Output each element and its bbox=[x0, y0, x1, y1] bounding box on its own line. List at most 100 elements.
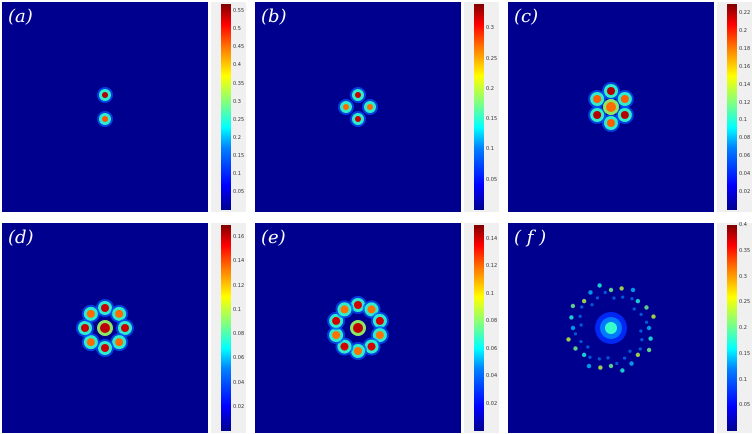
heatmap-svg bbox=[97, 87, 113, 127]
ring-speckle bbox=[581, 352, 587, 358]
ring-speckle bbox=[570, 303, 576, 309]
colorbar-tick-label: 0.25 bbox=[486, 55, 498, 62]
heatmap-panel-a: (a) 0.55 0.5 0.45 0.4 0.35 0.3 0.25 0.2 0.15 0.1 0… bbox=[2, 2, 246, 212]
colorbar bbox=[727, 225, 737, 431]
colorbar-tick-label: 0.12 bbox=[739, 99, 751, 106]
colorbar-tick-label: 0.08 bbox=[739, 135, 751, 142]
ring-speckle bbox=[586, 345, 590, 349]
colorbar-ticks: 0.3 0.25 0.2 0.15 0.1 0.05 bbox=[486, 4, 500, 210]
ring-speckle bbox=[646, 347, 652, 353]
lobe-core bbox=[121, 324, 129, 332]
ring-speckle bbox=[590, 303, 594, 307]
ring-speckle bbox=[588, 290, 593, 295]
ring-speckle bbox=[579, 339, 583, 344]
colorbar-ticks: 0.16 0.14 0.12 0.1 0.08 0.06 0.04 0.02 bbox=[233, 225, 247, 431]
lobe-core bbox=[367, 342, 376, 351]
colorbar-tick-label: 0.04 bbox=[486, 373, 498, 380]
lobe-core bbox=[593, 111, 602, 119]
lobe-core bbox=[332, 331, 341, 340]
lobe-core bbox=[102, 116, 108, 122]
lobe-core bbox=[593, 95, 602, 103]
ring-speckle bbox=[619, 286, 624, 291]
heatmap-panel-c: (c) 0.22 0.2 0.18 0.16 0.14 0.12 0.1 0.08 0.06 0.… bbox=[508, 2, 752, 212]
ring-speckle bbox=[635, 352, 641, 358]
colorbar-tick-label: 0.1 bbox=[233, 306, 241, 313]
ring-speckle bbox=[573, 332, 578, 336]
colorbar-ticks: 0.22 0.2 0.18 0.16 0.14 0.12 0.1 0.08 0.06 0.04 0.… bbox=[739, 4, 752, 210]
ring-speckle bbox=[632, 307, 636, 311]
colorbar-tick-label: 0.1 bbox=[233, 170, 241, 177]
colorbar-tick-label: 0.04 bbox=[739, 171, 751, 178]
colorbar-tick-label: 0.12 bbox=[233, 282, 245, 289]
panel-label: ( f ) bbox=[514, 227, 547, 248]
heatmap-panel-e: (e) 0.14 0.12 0.1 0.08 0.06 0.04 0.02 bbox=[255, 223, 499, 433]
ring-speckle bbox=[579, 323, 583, 327]
colorbar bbox=[221, 225, 231, 431]
colorbar-tick-label: 0.06 bbox=[739, 153, 751, 160]
colorbar-tick-label: 0.14 bbox=[739, 81, 751, 88]
colorbar bbox=[727, 4, 737, 210]
lobe-core bbox=[115, 338, 124, 347]
ring-speckle bbox=[651, 314, 656, 319]
center-spot bbox=[606, 102, 616, 112]
colorbar-tick-label: 0.15 bbox=[233, 152, 245, 159]
lobe-core bbox=[355, 92, 361, 98]
heatmap-plot: (e) bbox=[255, 223, 461, 433]
ring-speckle bbox=[606, 356, 610, 360]
ring-speckle bbox=[635, 298, 641, 304]
lobe-core bbox=[101, 304, 109, 312]
ring-speckle bbox=[615, 361, 619, 366]
heatmap-svg bbox=[566, 283, 656, 373]
ring-speckle bbox=[588, 355, 592, 359]
ring-speckle bbox=[629, 361, 634, 366]
colorbar-tick-label: 0.02 bbox=[739, 189, 751, 196]
colorbar-tick-label: 0.16 bbox=[739, 63, 751, 70]
ring-speckle bbox=[597, 283, 602, 288]
ring-speckle bbox=[638, 347, 642, 351]
ring-speckle bbox=[570, 325, 576, 331]
ring-speckle bbox=[620, 368, 625, 373]
lobe-core bbox=[367, 104, 373, 110]
colorbar-tick-label: 0.45 bbox=[233, 44, 245, 51]
ring-speckle bbox=[630, 287, 636, 293]
ring-speckle bbox=[640, 338, 644, 342]
lobe-core bbox=[101, 344, 109, 352]
ring-speckle bbox=[581, 298, 587, 304]
center-spot bbox=[353, 323, 363, 333]
colorbar-ticks: 0.14 0.12 0.1 0.08 0.06 0.04 0.02 bbox=[486, 225, 500, 431]
panel-label: (a) bbox=[8, 6, 33, 27]
ring-speckle bbox=[580, 305, 584, 309]
colorbar-tick-label: 0.3 bbox=[739, 273, 747, 280]
ring-speckle bbox=[644, 320, 649, 324]
colorbar-tick-label: 0.08 bbox=[486, 318, 498, 325]
colorbar-tick-label: 0.14 bbox=[486, 235, 498, 242]
heatmap-plot: (d) bbox=[2, 223, 208, 433]
colorbar-tick-label: 0.5 bbox=[233, 26, 241, 33]
lobe-core bbox=[354, 347, 362, 355]
colorbar-tick-label: 0.1 bbox=[739, 117, 747, 124]
colorbar-ticks: 0.4 0.35 0.3 0.25 0.2 0.15 0.1 0.05 bbox=[739, 222, 752, 431]
heatmap-svg bbox=[327, 296, 389, 360]
colorbar-tick-label: 0.02 bbox=[233, 403, 245, 410]
colorbar-tick-label: 0.4 bbox=[233, 62, 241, 69]
colorbar-tick-label: 0.08 bbox=[233, 331, 245, 338]
heatmap-plot: (c) bbox=[508, 2, 714, 212]
colorbar-tick-label: 0.15 bbox=[486, 116, 498, 123]
ring-speckle bbox=[621, 295, 625, 299]
ring-speckle bbox=[608, 363, 614, 369]
center-spot bbox=[605, 322, 617, 334]
ring-speckle bbox=[622, 356, 627, 360]
heatmap-panel-b: (b) 0.3 0.25 0.2 0.15 0.1 0.05 bbox=[255, 2, 499, 212]
colorbar-tick-label: 0.16 bbox=[233, 234, 245, 241]
ring-speckle bbox=[566, 337, 571, 342]
center-spot bbox=[100, 323, 110, 333]
panel-label: (d) bbox=[8, 227, 34, 248]
ring-speckle bbox=[578, 314, 582, 318]
ring-speckle bbox=[630, 297, 634, 301]
heatmap-plot: ( f ) bbox=[508, 223, 714, 433]
colorbar-tick-label: 0.25 bbox=[739, 299, 751, 306]
heatmap-plot: (b) bbox=[255, 2, 461, 212]
colorbar-tick-label: 0.3 bbox=[233, 98, 241, 105]
colorbar-tick-label: 0.2 bbox=[739, 325, 747, 331]
lobe-core bbox=[375, 331, 384, 340]
